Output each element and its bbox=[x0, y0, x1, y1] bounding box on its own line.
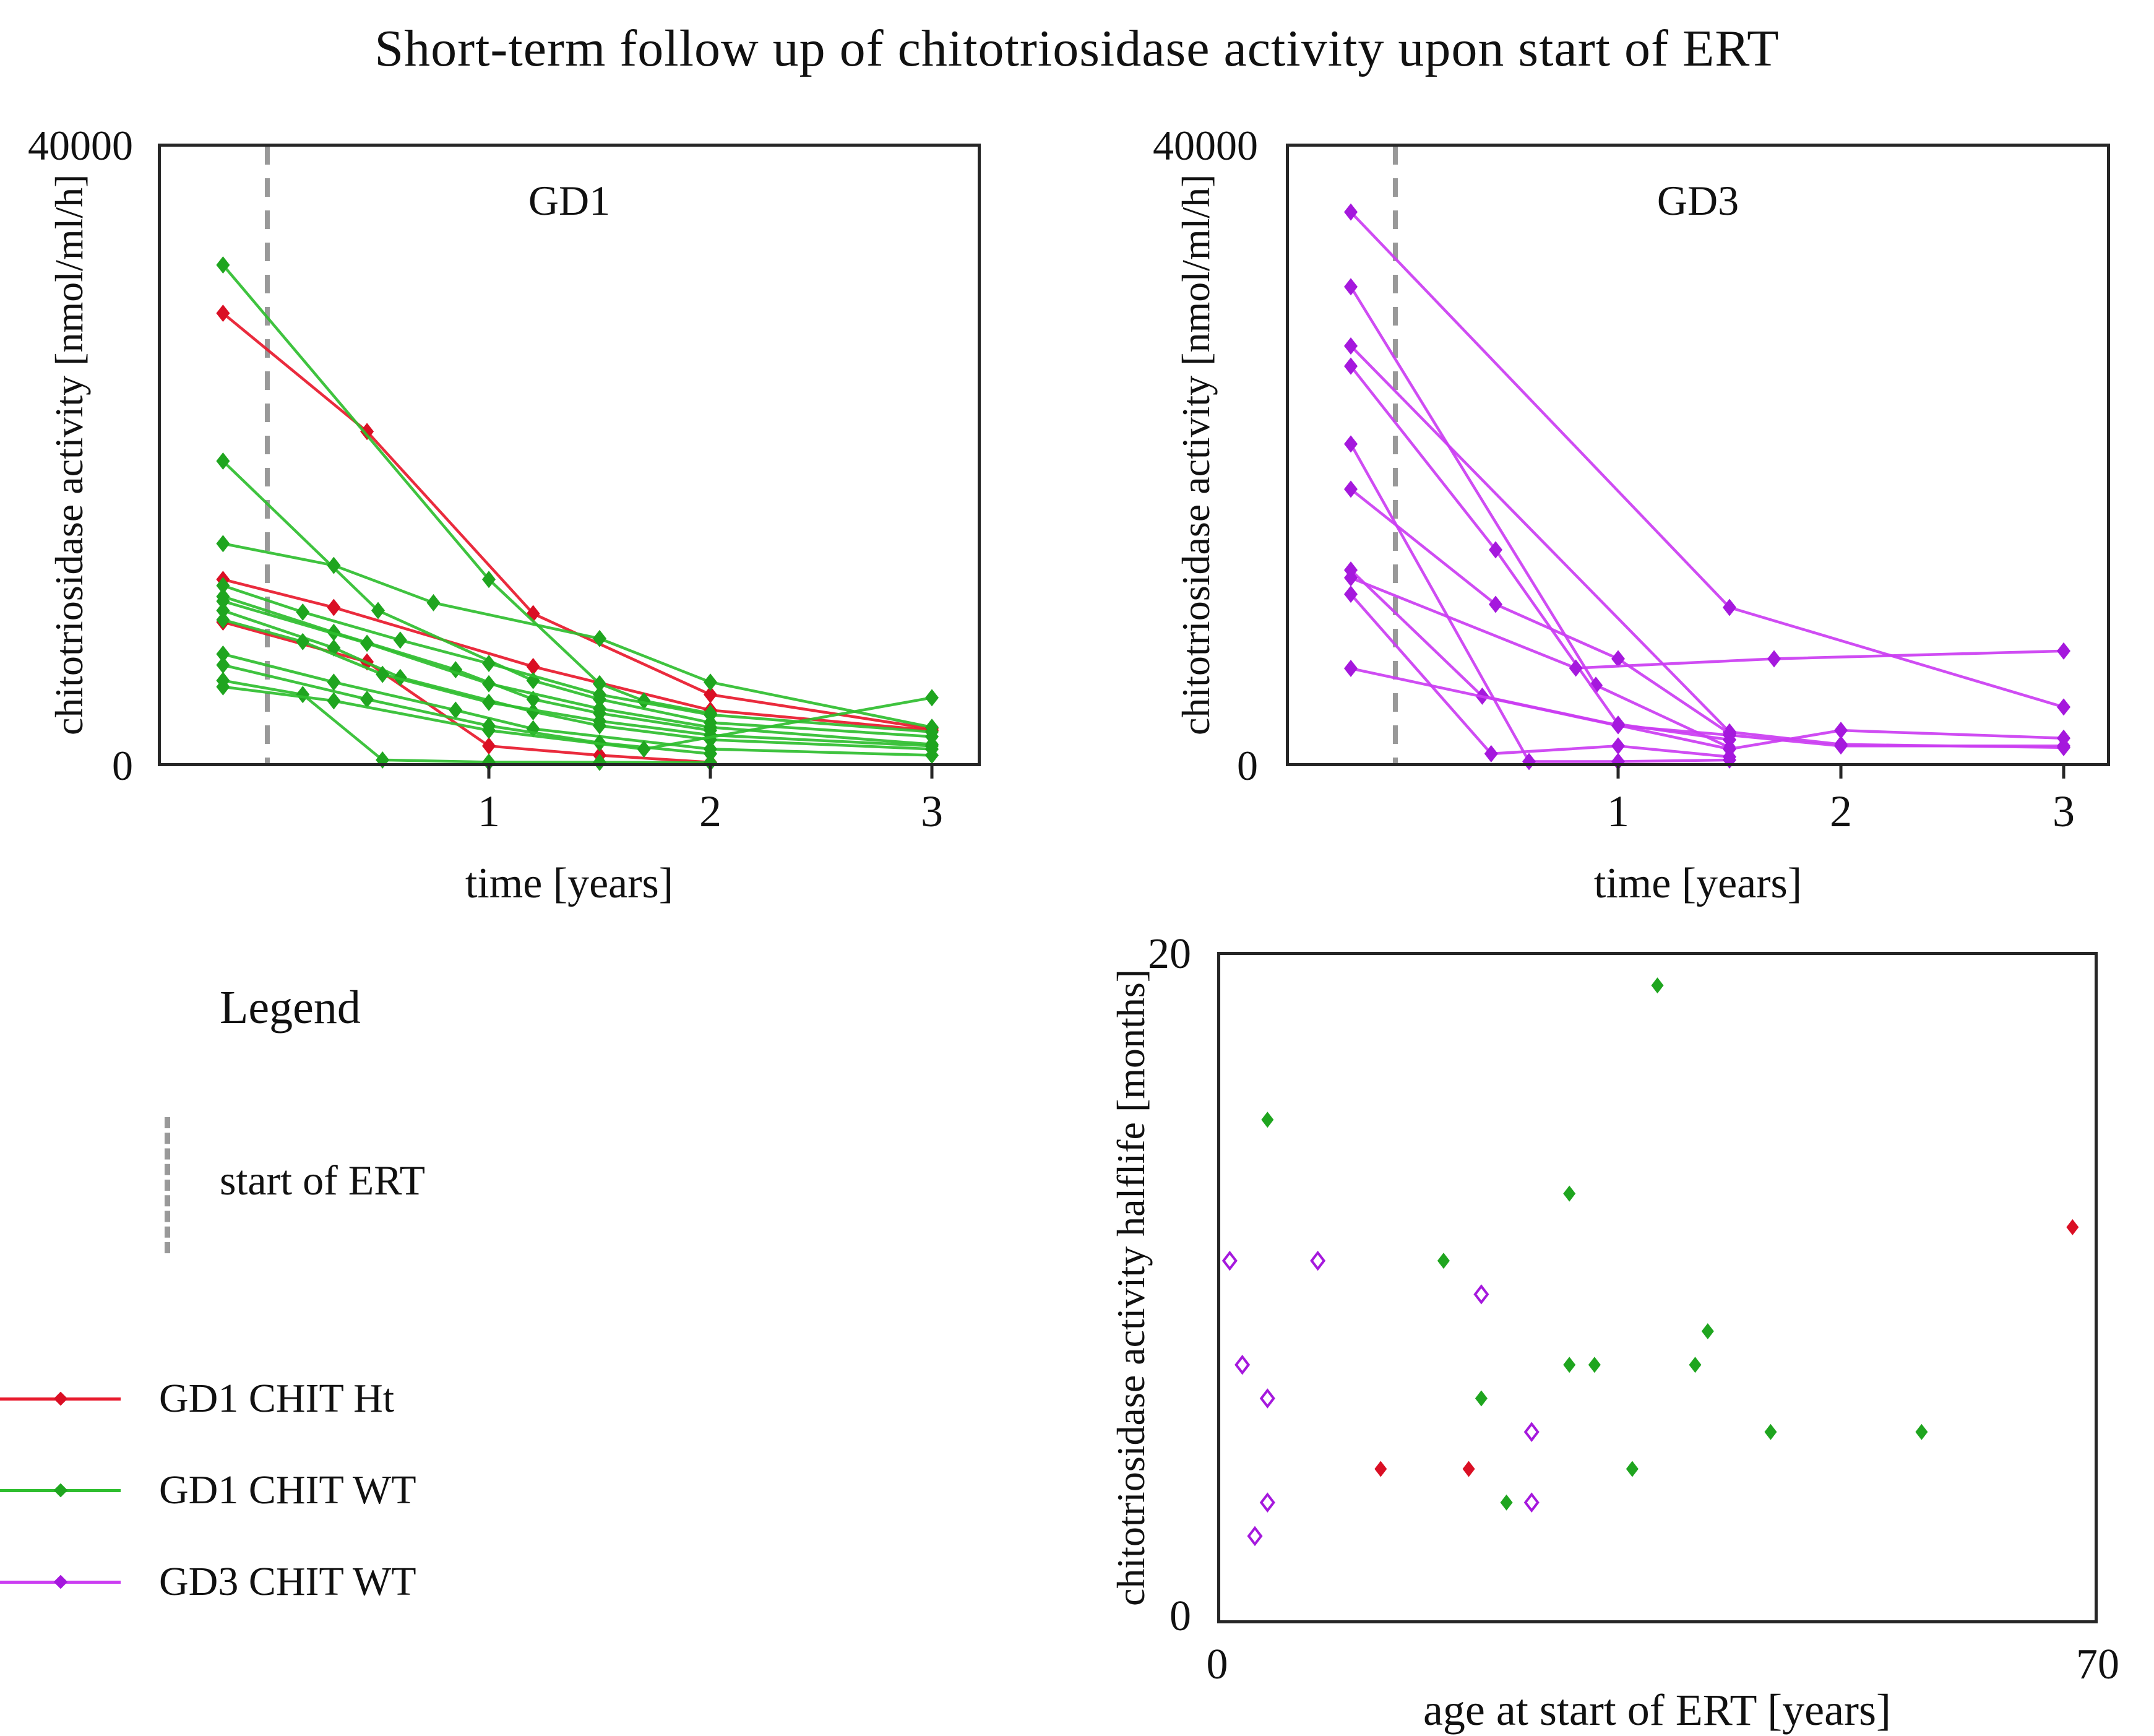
gd1-ytick-min: 0 bbox=[112, 742, 133, 789]
gd3-chit-wt-diamond-icon bbox=[53, 1574, 67, 1589]
gd3-plot bbox=[1286, 144, 2110, 779]
legend-ert-label: start of ERT bbox=[220, 1157, 426, 1204]
halflife-x-axis-title: age at start of ERT [years] bbox=[1423, 1685, 1892, 1735]
gd1-xtick-3: 3 bbox=[921, 787, 943, 836]
halflife-xtick-min: 0 bbox=[1206, 1641, 1228, 1688]
gd1-chit-wt-line-sample bbox=[0, 1483, 121, 1498]
gd1-x-axis-title: time [years] bbox=[465, 860, 674, 907]
gd1-chit-ht-diamond-icon bbox=[53, 1391, 67, 1406]
gd3-xtick-1: 1 bbox=[1607, 787, 1629, 836]
gd3-y-axis-title: chitotriosidase activity [nmol/ml/h] bbox=[1174, 174, 1218, 736]
gd1-xtick-1: 1 bbox=[478, 787, 500, 836]
legend-header: Legend bbox=[220, 982, 361, 1034]
halflife-ytick-min: 0 bbox=[1170, 1592, 1191, 1640]
gd3-x-axis-title: time [years] bbox=[1593, 860, 1803, 907]
gd1-y-axis-title: chitotriosidase activity [nmol/ml/h] bbox=[47, 174, 91, 736]
legend-item-gd1-chit-ht: GD1 CHIT Ht bbox=[0, 1375, 394, 1422]
halflife-plot bbox=[1217, 952, 2098, 1623]
halflife-y-axis-title: chitotriosidase activity halflife [month… bbox=[1109, 969, 1153, 1607]
gd3-xtick-3: 3 bbox=[2053, 787, 2075, 836]
gd1-chit-ht-line-sample bbox=[0, 1391, 121, 1406]
halflife-xtick-max: 70 bbox=[2076, 1641, 2119, 1688]
gd1-chit-wt-diamond-icon bbox=[53, 1483, 67, 1498]
legend-item-gd1-chit-wt: GD1 CHIT WT bbox=[0, 1467, 416, 1514]
gd3-chit-wt-line-sample bbox=[0, 1574, 121, 1589]
halflife-ytick-max: 20 bbox=[1148, 930, 1191, 978]
gd3-chart-title: GD3 bbox=[1656, 177, 1739, 224]
gd1-plot bbox=[158, 144, 981, 779]
legend-item-label: GD3 CHIT WT bbox=[159, 1559, 416, 1604]
gd3-ytick-min: 0 bbox=[1237, 742, 1258, 789]
legend-item-label: GD1 CHIT WT bbox=[159, 1467, 416, 1513]
figure-title: Short-term follow up of chitotriosidase … bbox=[374, 20, 1780, 77]
gd1-ytick-max: 40000 bbox=[28, 122, 133, 169]
gd3-ytick-max: 40000 bbox=[1153, 122, 1258, 169]
gd3-xtick-2: 2 bbox=[1830, 787, 1852, 836]
gd1-chart-title: GD1 bbox=[528, 177, 611, 224]
legend-item-label: GD1 CHIT Ht bbox=[159, 1376, 395, 1421]
legend-item-gd3-chit-wt: GD3 CHIT WT bbox=[0, 1558, 416, 1605]
ert-dashed-line-sample bbox=[165, 1117, 170, 1253]
gd1-xtick-2: 2 bbox=[699, 787, 722, 836]
